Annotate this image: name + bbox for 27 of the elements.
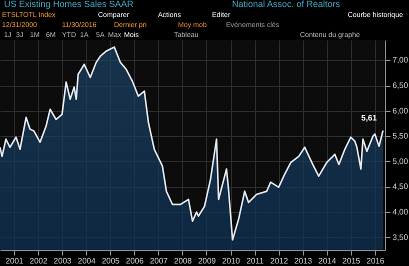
y-tick-label: 6,50 xyxy=(392,81,409,90)
chart-title: US Existing Homes Sales SAAR xyxy=(4,0,134,9)
x-tick-label: 2001 xyxy=(6,256,24,266)
annotation: 5,61 xyxy=(361,114,378,123)
chart-subtitle: National Assoc. of Realtors xyxy=(232,0,340,9)
x-tick-label: 2015 xyxy=(342,256,361,266)
y-tick-label: 7,00 xyxy=(392,56,409,65)
y-tick-label: 4,50 xyxy=(392,182,409,192)
y-tick-label: 4,00 xyxy=(392,208,409,217)
x-tick-label: 2014 xyxy=(318,256,337,266)
x-tick-label: 2013 xyxy=(294,256,313,266)
x-tick-label: 2009 xyxy=(198,256,216,266)
x-tick-label: 2002 xyxy=(30,256,48,266)
x-tick-label: 2011 xyxy=(246,256,264,266)
x-tick-label: 2008 xyxy=(174,256,192,266)
y-tick-label: 6,00 xyxy=(392,106,409,116)
x-tick-label: 2006 xyxy=(126,256,144,266)
x-tick-label: 2003 xyxy=(54,256,72,266)
y-tick-label: 3,50 xyxy=(392,232,409,242)
x-tick-label: 2004 xyxy=(78,256,96,266)
x-tick-label: 2012 xyxy=(270,256,289,266)
x-tick-label: 2007 xyxy=(150,256,168,266)
y-tick-label: 5,50 xyxy=(392,132,409,141)
x-tick-label: 2005 xyxy=(102,256,120,266)
x-tick-label: 2016 xyxy=(366,256,385,266)
y-tick-label: 5,00 xyxy=(392,156,409,166)
x-tick-label: 2010 xyxy=(222,256,240,266)
